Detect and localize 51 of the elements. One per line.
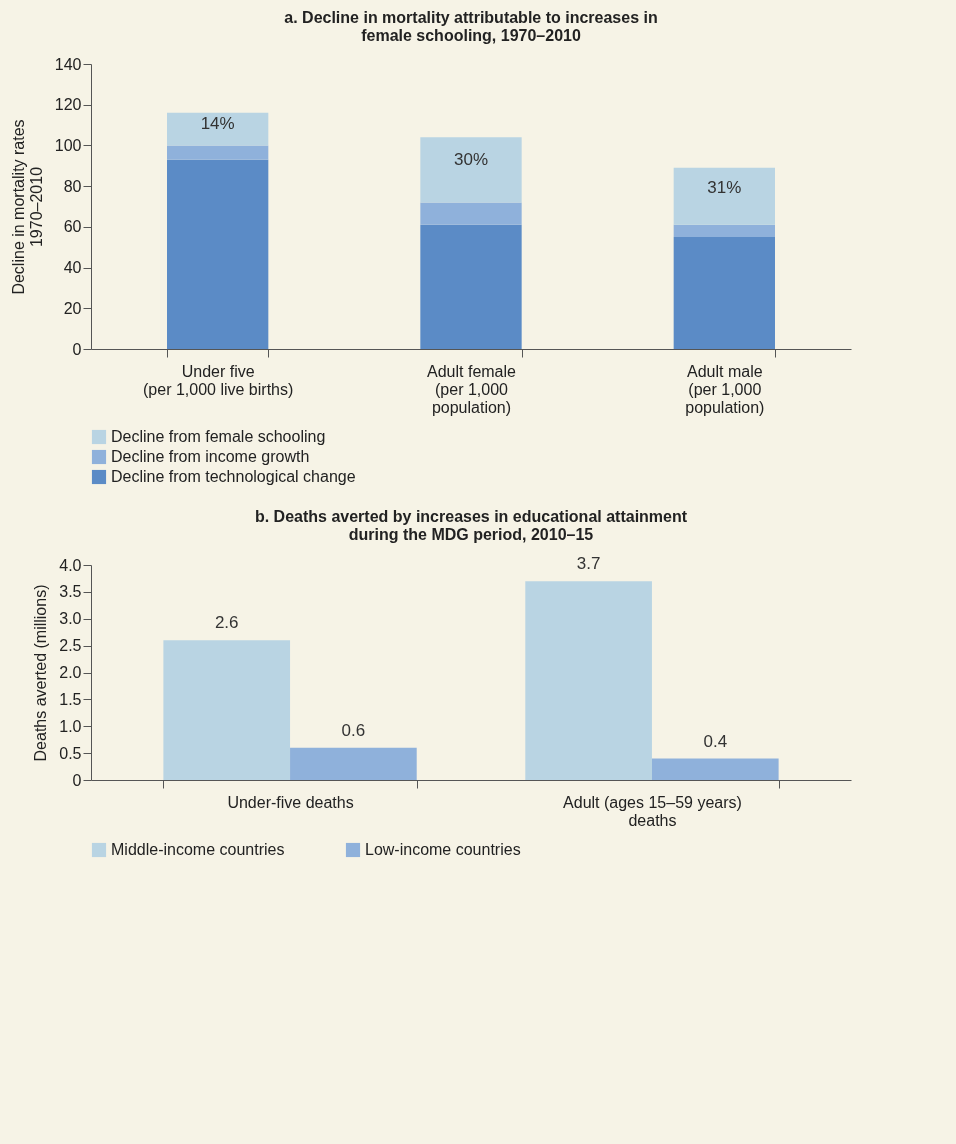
chart-title: a. Decline in mortality attributable to increases in female schooling, 1970–2010 <box>284 9 658 44</box>
annotation: 30% <box>453 150 489 170</box>
legend-label: Decline from female schooling <box>111 428 326 445</box>
y-tick-label: 0.5 <box>59 744 82 762</box>
bar <box>420 137 522 203</box>
data-label: 2.6 <box>214 613 239 633</box>
y-axis-title: Deaths averted (millions) <box>32 584 50 762</box>
chart-title: b. Deaths averted by increases in educational attainment during the MDG period, 2010–15 <box>254 508 688 544</box>
bar <box>673 237 775 349</box>
y-tick-label: 2.5 <box>59 637 82 655</box>
y-tick-label: 140 <box>54 55 82 73</box>
legend-label: Decline from income growth <box>111 448 310 465</box>
y-tick-label: 40 <box>63 259 82 277</box>
bar <box>167 112 269 146</box>
y-tick-label: 0 <box>72 340 82 358</box>
bar <box>163 640 291 780</box>
data-label: 0.4 <box>703 731 728 751</box>
y-axis-title: Decline in mortality rates 1970–2010 <box>9 119 45 295</box>
x-tick-label: Under five (per 1,000 live births) <box>143 362 294 398</box>
y-tick-label: 80 <box>63 177 82 195</box>
bar <box>525 581 652 780</box>
y-tick-label: 20 <box>63 299 82 317</box>
annotation: 14% <box>200 114 235 134</box>
bar <box>420 202 522 225</box>
annotation: 31% <box>707 177 742 197</box>
bar <box>673 167 775 225</box>
bar <box>167 159 269 349</box>
data-label: 0.6 <box>341 720 366 740</box>
x-tick-label: Adult female (per 1,000 population) <box>427 362 517 416</box>
y-tick-label: 1.0 <box>59 717 82 735</box>
y-tick-label: 60 <box>63 218 82 236</box>
legend-label: Middle-income countries <box>111 841 285 858</box>
bar <box>290 747 417 780</box>
y-tick-label: 1.5 <box>59 690 82 708</box>
bar <box>673 224 775 238</box>
y-tick-label: 3.5 <box>59 583 82 601</box>
y-tick-label: 4.0 <box>59 556 82 574</box>
bar <box>420 224 522 349</box>
legend-label: Low-income countries <box>365 841 521 858</box>
y-tick-label: 100 <box>54 136 82 154</box>
y-tick-label: 2.0 <box>59 664 82 681</box>
y-tick-label: 0 <box>72 771 82 789</box>
y-tick-label: 3.0 <box>59 610 82 628</box>
x-tick-label: Adult male (per 1,000 population) <box>685 362 765 416</box>
bar <box>651 758 779 780</box>
y-tick-label: 120 <box>54 96 82 114</box>
x-tick-label: Adult (ages 15–59 years) deaths <box>563 793 742 829</box>
x-tick-label: Under-five deaths <box>227 793 354 811</box>
legend-label: Decline from technological change <box>111 468 356 485</box>
data-label: 3.7 <box>576 554 601 574</box>
bar <box>167 145 269 160</box>
